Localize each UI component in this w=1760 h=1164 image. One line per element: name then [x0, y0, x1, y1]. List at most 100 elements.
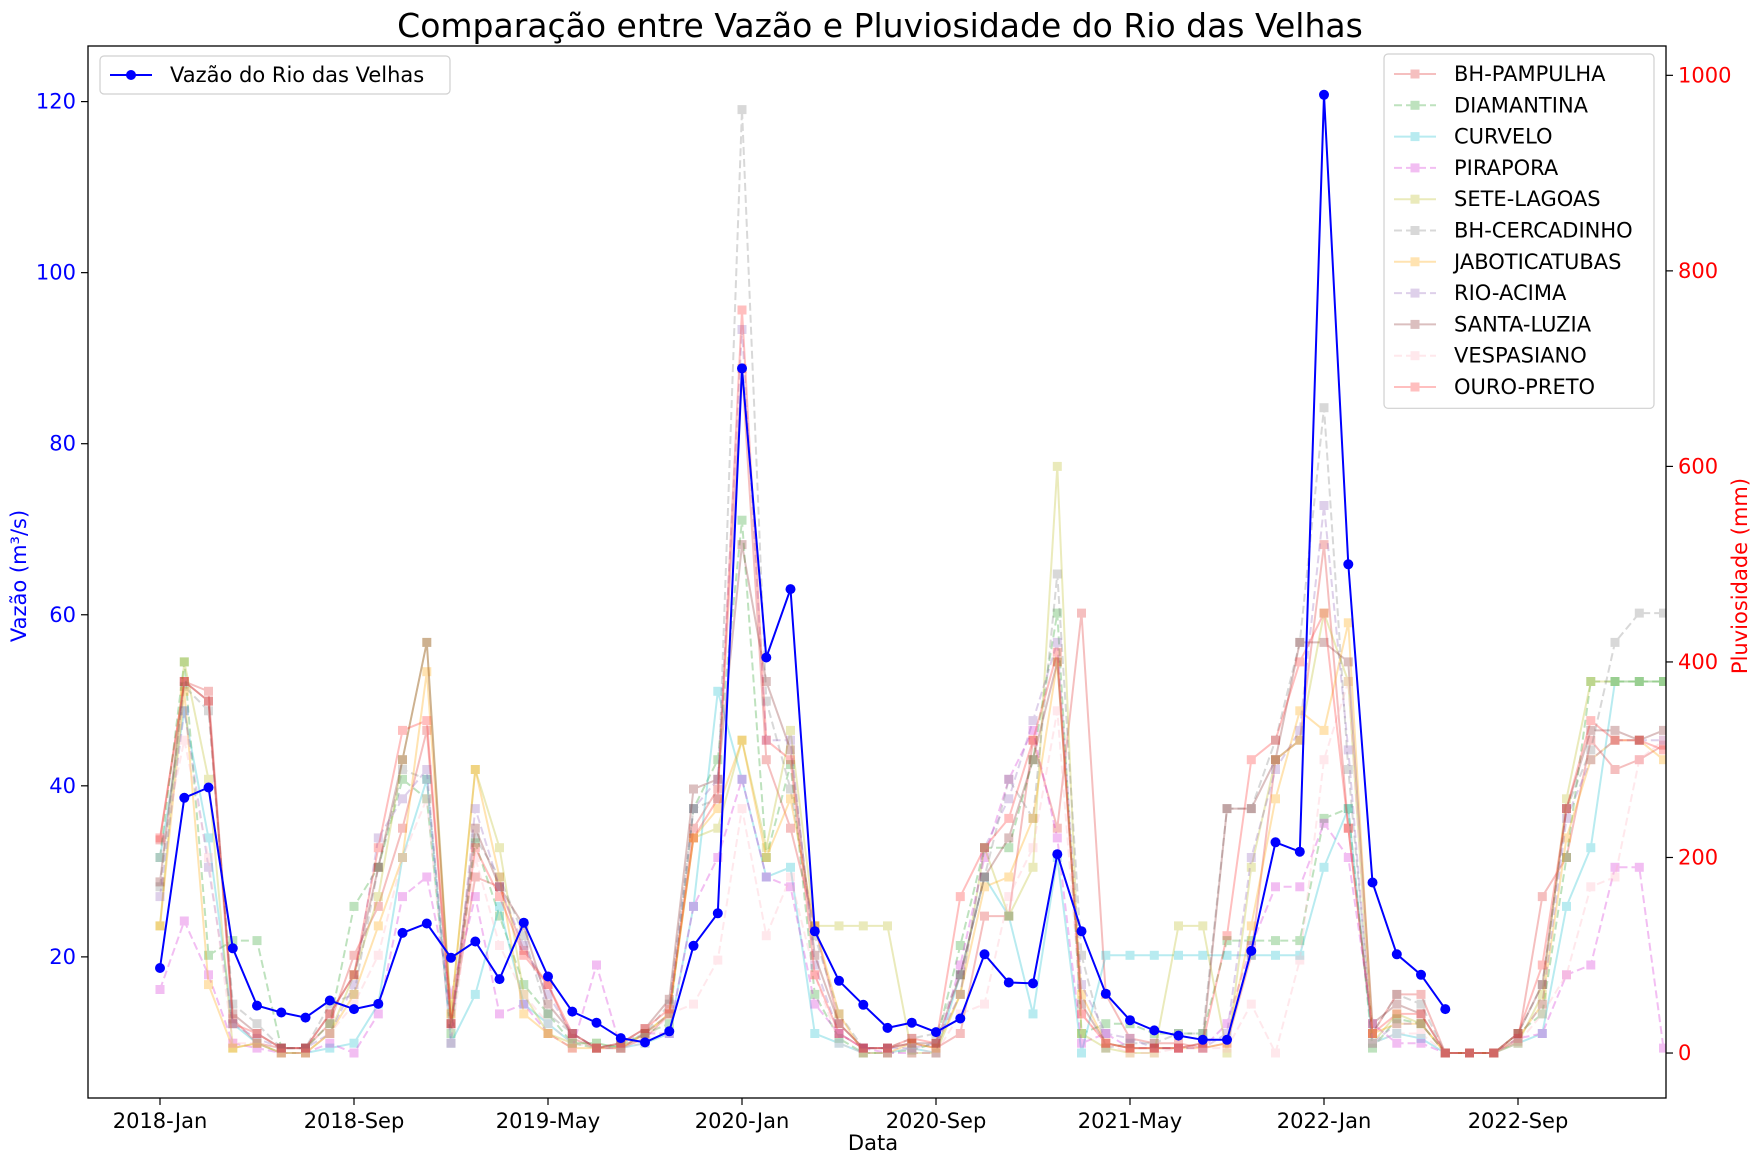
rain-point	[567, 1029, 577, 1038]
rain-point	[786, 882, 795, 892]
rain-point	[1077, 1009, 1086, 1019]
rain-point	[1610, 677, 1620, 686]
rain-point	[349, 970, 359, 980]
rain-point	[276, 1048, 286, 1058]
flow-point	[688, 940, 699, 951]
rain-point	[1537, 1029, 1547, 1038]
rain-point	[713, 774, 723, 784]
rain-point	[834, 1009, 844, 1019]
x-tick-label: 2021-May	[1078, 1109, 1182, 1133]
rain-point	[179, 706, 189, 716]
rain-point	[1295, 882, 1305, 892]
x-tick-label: 2022-Jan	[1277, 1109, 1372, 1133]
rain-point	[786, 735, 795, 745]
rain-point	[519, 999, 529, 1009]
rain-point	[276, 1043, 286, 1053]
rain-series-santa-luzia	[155, 540, 1666, 1058]
rain-point	[955, 989, 965, 999]
rain-point	[907, 1043, 917, 1053]
rain-point	[325, 1009, 335, 1019]
rain-point	[1319, 755, 1329, 765]
rain-point	[398, 755, 407, 765]
rain-point	[470, 838, 480, 848]
rain-point	[1343, 677, 1353, 686]
rain-point	[495, 911, 504, 921]
rain-point	[737, 735, 747, 745]
rain-point	[786, 862, 795, 872]
rain-point	[1004, 774, 1014, 784]
rain-point	[301, 1048, 310, 1058]
rain-point	[1416, 1009, 1426, 1019]
rain-point	[1416, 1019, 1426, 1029]
rain-point	[810, 989, 820, 999]
y-right-tick-label: 200	[1678, 845, 1718, 869]
rain-point	[1537, 999, 1547, 1009]
rain-point	[1295, 936, 1305, 946]
rain-point	[689, 833, 698, 843]
rain-point	[1004, 911, 1014, 921]
rain-point	[204, 862, 213, 872]
rain-point	[1440, 1048, 1450, 1058]
rain-point	[1149, 1038, 1159, 1048]
rain-point	[1149, 1043, 1159, 1053]
rain-point	[1125, 1033, 1135, 1043]
rain-point	[1586, 725, 1596, 735]
rain-point	[907, 1038, 917, 1048]
rain-point	[446, 1038, 456, 1048]
flow-point	[543, 971, 553, 982]
rain-point	[1101, 1029, 1111, 1038]
rain-point	[228, 1009, 238, 1019]
rain-point	[519, 945, 529, 955]
rain-point	[858, 1043, 868, 1053]
rain-point	[737, 540, 747, 550]
rain-point	[737, 735, 747, 745]
rain-point	[1052, 833, 1062, 843]
rain-point	[252, 1029, 262, 1038]
rain-point	[1562, 970, 1571, 980]
legend-label: RIO-ACIMA	[1454, 281, 1567, 305]
rainfall-legend-box	[1383, 53, 1655, 409]
rain-point	[592, 1043, 601, 1053]
flow-point	[906, 1017, 917, 1028]
flow-point	[470, 936, 481, 947]
legend-label: OURO-PRETO	[1454, 375, 1595, 399]
rain-point	[858, 1048, 868, 1058]
rain-point	[810, 999, 820, 1009]
rain-point	[1610, 677, 1620, 686]
rain-point	[398, 853, 407, 862]
flow-point	[1197, 1034, 1208, 1045]
rain-point	[1465, 1048, 1474, 1058]
rain-point	[1125, 1048, 1135, 1058]
rain-point	[1465, 1048, 1474, 1058]
rain-point	[907, 1038, 917, 1048]
rain-point	[1174, 1043, 1183, 1053]
rain-point	[1513, 1033, 1523, 1043]
rain-point	[155, 853, 165, 862]
rain-point	[1052, 569, 1062, 579]
rain-line-diamantina	[159, 520, 1664, 1054]
flow-legend-box	[99, 55, 451, 95]
rain-point	[1028, 813, 1038, 823]
rain-point	[204, 706, 213, 716]
rain-point	[1028, 735, 1038, 745]
rain-point	[373, 862, 383, 872]
rain-point	[252, 1043, 262, 1053]
rain-point	[858, 1048, 868, 1058]
rain-point	[1101, 1038, 1111, 1048]
flow-point	[421, 918, 432, 929]
rain-point	[1610, 735, 1620, 745]
rain-point	[228, 1038, 238, 1048]
flow-point	[1125, 1015, 1135, 1026]
rain-point	[955, 941, 965, 950]
rain-point	[980, 872, 989, 882]
rain-point	[276, 1048, 286, 1058]
rain-point	[349, 901, 359, 911]
rain-point	[1562, 853, 1571, 862]
rain-point	[1028, 755, 1038, 765]
flow-point	[1173, 1030, 1184, 1041]
rain-point	[1586, 755, 1596, 765]
legend-swatch	[1394, 163, 1436, 173]
rain-point	[713, 794, 723, 804]
rain-point	[834, 1029, 844, 1038]
rain-point	[713, 784, 723, 794]
